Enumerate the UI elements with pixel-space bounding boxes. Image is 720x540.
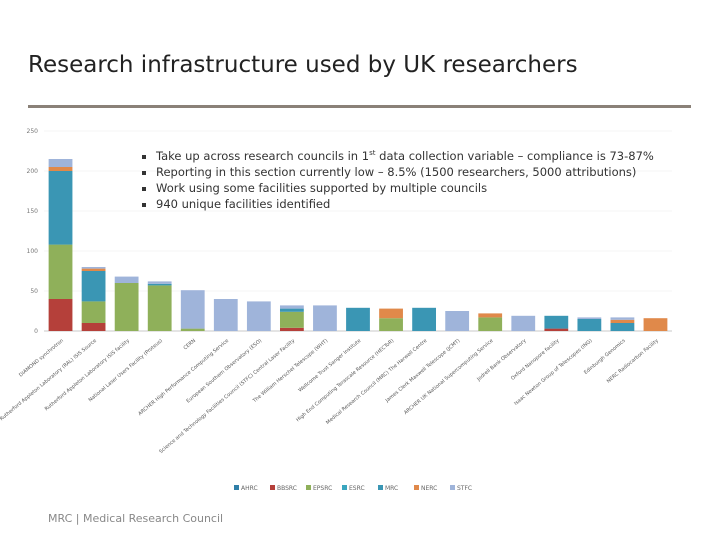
- legend-label: EPSRC: [313, 485, 332, 492]
- bar-segment: [279, 305, 304, 309]
- slide-title: Research infrastructure used by UK resea…: [28, 52, 578, 78]
- title-rule: [28, 105, 691, 108]
- bullet-text: Work using some facilities supported by …: [156, 180, 488, 195]
- bar-segment: [577, 317, 602, 319]
- bar-segment: [544, 328, 569, 331]
- bullet: Reporting in this section currently low …: [156, 164, 654, 180]
- bar-segment: [48, 244, 73, 299]
- bar-segment: [610, 323, 635, 331]
- x-tick-label: Science and Technology Facilities Counci…: [158, 338, 296, 455]
- legend-label: ESRC: [349, 485, 365, 492]
- bullet-text: Reporting in this section currently low …: [156, 164, 637, 179]
- bar-segment: [81, 323, 106, 331]
- bar-segment: [412, 307, 437, 331]
- bar-segment: [313, 305, 337, 331]
- footer: MRC | Medical Research Council: [48, 512, 224, 525]
- bar-segment: [48, 167, 73, 171]
- bar-segment: [544, 315, 569, 329]
- legend-swatch: [378, 485, 383, 490]
- bar-segment: [643, 318, 668, 331]
- bar-segment: [279, 311, 304, 328]
- y-tick-label: 50: [30, 288, 38, 295]
- x-tick-label: CERN: [183, 338, 198, 352]
- bullet: Work using some facilities supported by …: [156, 180, 654, 196]
- footer-org: MRC: [48, 512, 73, 525]
- y-tick-label: 100: [27, 248, 39, 255]
- bar-segment: [279, 308, 304, 312]
- legend-label: NERC: [421, 485, 437, 492]
- bar-segment: [246, 301, 271, 331]
- bar-segment: [478, 313, 503, 318]
- legend-swatch: [234, 485, 239, 490]
- bar-segment: [346, 307, 370, 331]
- bar-segment: [445, 311, 470, 331]
- legend-label: STFC: [457, 485, 472, 492]
- legend-swatch: [414, 485, 419, 490]
- bar-segment: [48, 159, 73, 167]
- bullet-text: data collection variable – compliance is…: [375, 148, 654, 163]
- bullet: Take up across research councils in 1st …: [156, 145, 654, 164]
- x-tick-label: Wellcome Trust Sanger Institute: [297, 338, 362, 394]
- bullet: 940 unique facilities identified: [156, 196, 654, 212]
- bar-segment: [610, 317, 635, 320]
- x-tick-label: National Laser Users Facility (Proteus): [88, 338, 164, 404]
- bar-segment: [213, 299, 238, 331]
- bar-segment: [147, 283, 172, 286]
- footer-name: Medical Research Council: [82, 512, 224, 525]
- bar-segment: [478, 317, 503, 331]
- bar-segment: [114, 276, 139, 283]
- bar-segment: [511, 315, 536, 331]
- bar-segment: [81, 301, 106, 323]
- bar-segment: [180, 290, 205, 329]
- y-tick-label: 200: [27, 168, 39, 175]
- legend-swatch: [450, 485, 455, 490]
- legend-swatch: [270, 485, 275, 490]
- bar-segment: [379, 318, 403, 331]
- bar-segment: [610, 319, 635, 323]
- bar-segment: [81, 267, 106, 269]
- bar-segment: [180, 328, 205, 331]
- y-tick-label: 250: [27, 128, 39, 135]
- bar-segment: [379, 308, 403, 319]
- bullet-text: 940 unique facilities identified: [156, 196, 331, 211]
- y-tick-label: 150: [27, 208, 39, 215]
- bar-segment: [577, 319, 602, 331]
- legend-label: AHRC: [241, 485, 258, 492]
- y-tick-label: 0: [34, 328, 38, 335]
- bar-segment: [114, 283, 139, 331]
- bullet-sup: st: [369, 149, 376, 157]
- bar-segment: [81, 268, 106, 271]
- bullet-text: Take up across research councils in 1: [156, 148, 370, 163]
- bar-segment: [81, 271, 106, 302]
- legend-swatch: [342, 485, 347, 490]
- bullet-list: Take up across research councils in 1st …: [140, 145, 654, 212]
- bar-segment: [48, 171, 73, 245]
- bar-segment: [48, 299, 73, 331]
- legend-label: BBSRC: [277, 485, 297, 492]
- legend-swatch: [306, 485, 311, 490]
- bar-segment: [279, 327, 304, 331]
- legend-label: MRC: [385, 485, 398, 492]
- bar-segment: [147, 281, 172, 284]
- bar-segment: [147, 285, 172, 331]
